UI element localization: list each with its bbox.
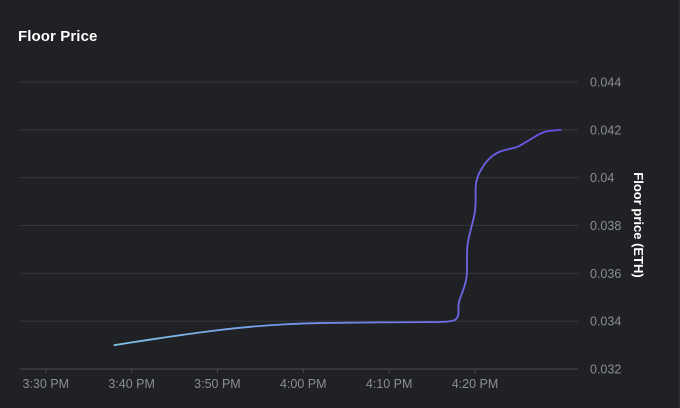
y-axis: 0.032 0.034 0.036 0.038 0.04 0.042 0.044 <box>590 76 621 377</box>
grid-lines <box>20 81 578 370</box>
y-tick-label: 0.032 <box>590 363 621 377</box>
y-tick-label: 0.036 <box>590 267 621 281</box>
y-tick-label: 0.044 <box>590 76 621 90</box>
floor-price-line <box>113 128 562 346</box>
x-tick-label: 4:10 PM <box>366 377 413 391</box>
x-tick-label: 4:20 PM <box>452 377 499 391</box>
y-tick-label: 0.038 <box>590 219 621 233</box>
y-tick-label: 0.042 <box>590 123 621 137</box>
y-axis-title: Floor price (ETH) <box>631 172 646 277</box>
x-tick-label: 3:40 PM <box>108 377 155 391</box>
x-axis: 3:30 PM 3:40 PM 3:50 PM 4:00 PM 4:10 PM 4:20 … <box>22 369 498 391</box>
y-tick-label: 0.034 <box>590 315 621 329</box>
x-tick-label: 4:00 PM <box>280 377 327 391</box>
x-tick-label: 3:50 PM <box>194 377 241 391</box>
panel-title: Floor Price <box>18 28 98 45</box>
series-layer <box>113 128 562 346</box>
y-tick-label: 0.04 <box>590 171 614 185</box>
x-tick-label: 3:30 PM <box>22 377 69 391</box>
